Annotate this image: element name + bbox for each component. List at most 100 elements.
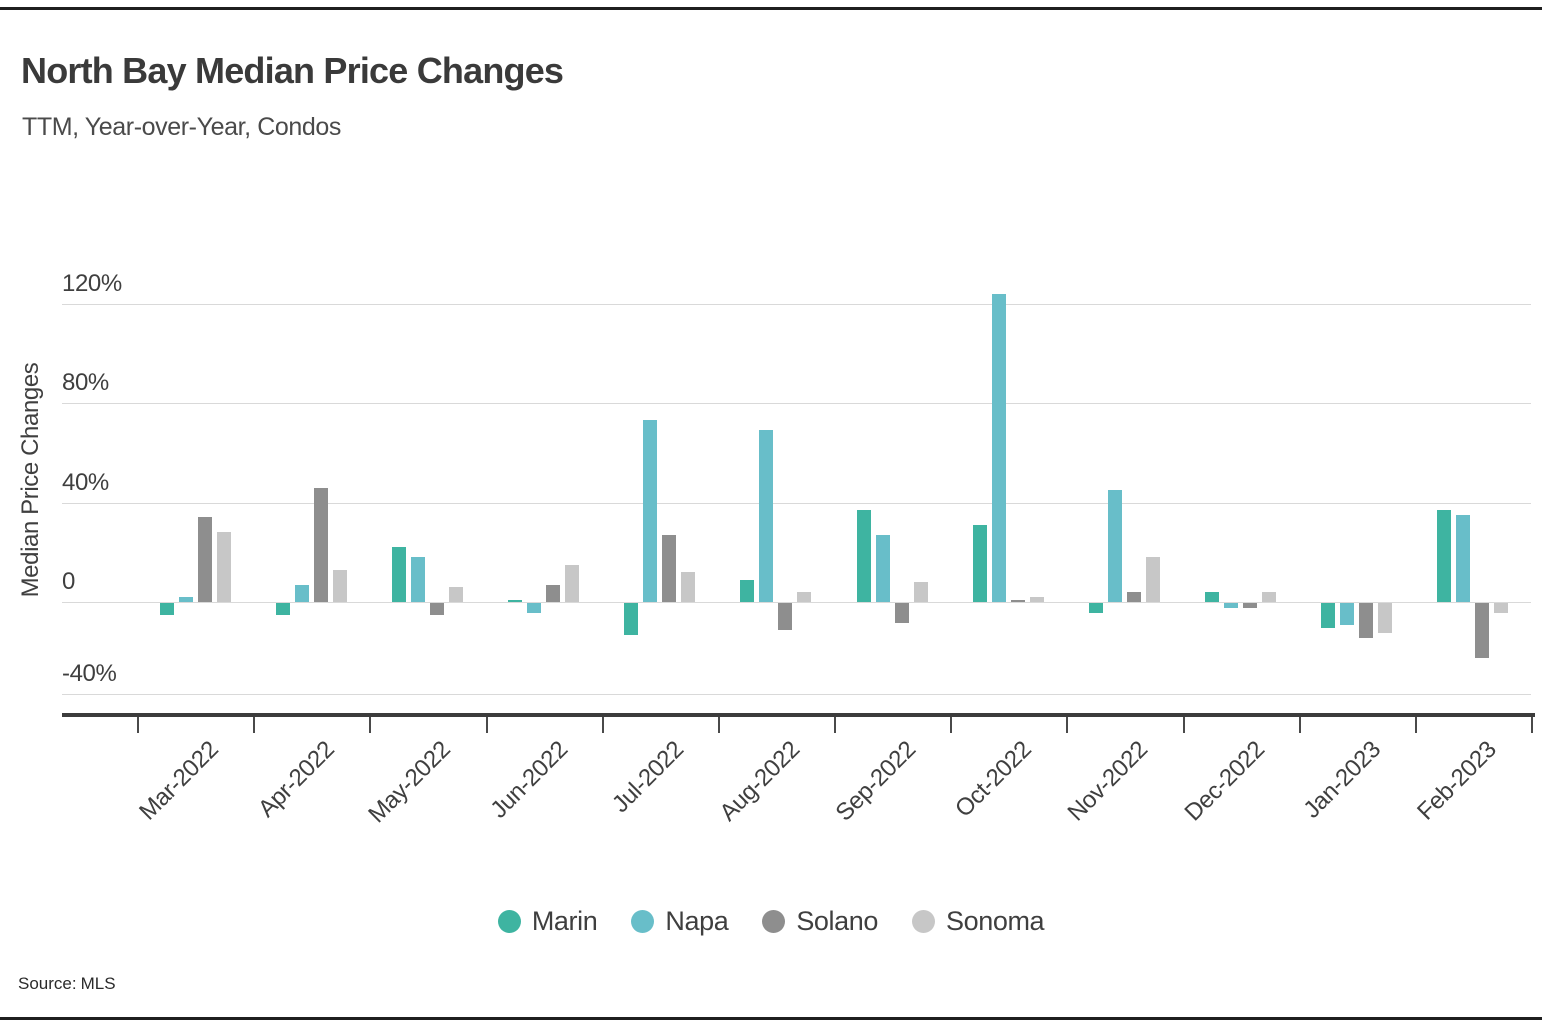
bar-solano-jul-2022[interactable] bbox=[662, 535, 676, 602]
x-axis-tick bbox=[137, 717, 139, 733]
bar-napa-dec-2022[interactable] bbox=[1224, 603, 1238, 608]
x-axis-line bbox=[62, 713, 1535, 717]
bar-sonoma-sep-2022[interactable] bbox=[914, 582, 928, 602]
bar-marin-mar-2022[interactable] bbox=[160, 603, 174, 615]
bar-napa-oct-2022[interactable] bbox=[992, 294, 1006, 602]
y-tick-label: 0 bbox=[62, 568, 75, 595]
bar-marin-oct-2022[interactable] bbox=[973, 525, 987, 602]
x-axis-label: Sep-2022 bbox=[830, 736, 922, 827]
legend-label: Napa bbox=[665, 906, 729, 936]
gridline-0 bbox=[62, 602, 1531, 603]
bar-solano-mar-2022[interactable] bbox=[198, 517, 212, 602]
legend-label: Marin bbox=[531, 906, 598, 936]
legend-label: Solano bbox=[796, 906, 878, 936]
x-axis-label: Jan-2023 bbox=[1298, 736, 1387, 824]
bar-solano-jan-2023[interactable] bbox=[1359, 603, 1373, 638]
legend-dot-marin bbox=[497, 910, 521, 933]
bar-sonoma-may-2022[interactable] bbox=[449, 587, 463, 602]
legend-item-marin[interactable]: Marin bbox=[497, 906, 598, 937]
bar-solano-nov-2022[interactable] bbox=[1127, 592, 1141, 602]
x-axis-tick bbox=[834, 717, 836, 733]
gridline-80 bbox=[62, 403, 1531, 404]
x-axis-label: Dec-2022 bbox=[1179, 736, 1271, 827]
x-axis-tick bbox=[1415, 717, 1417, 733]
bar-napa-jan-2023[interactable] bbox=[1340, 603, 1354, 625]
x-axis-label: Jun-2022 bbox=[485, 736, 574, 824]
x-axis-tick bbox=[1531, 717, 1533, 733]
bar-napa-apr-2022[interactable] bbox=[295, 585, 309, 602]
bar-solano-jun-2022[interactable] bbox=[546, 585, 560, 602]
bar-marin-may-2022[interactable] bbox=[392, 547, 406, 602]
bar-napa-may-2022[interactable] bbox=[411, 557, 425, 602]
legend-item-solano[interactable]: Solano bbox=[762, 906, 878, 937]
bar-sonoma-mar-2022[interactable] bbox=[217, 532, 231, 602]
legend-dot-napa bbox=[631, 910, 655, 933]
bar-sonoma-oct-2022[interactable] bbox=[1030, 597, 1044, 602]
x-axis-tick bbox=[718, 717, 720, 733]
bar-marin-feb-2023[interactable] bbox=[1437, 510, 1451, 602]
legend-item-napa[interactable]: Napa bbox=[631, 906, 729, 937]
legend: Marin Napa Solano Sonoma bbox=[0, 906, 1542, 937]
x-axis-label: Apr-2022 bbox=[253, 736, 341, 823]
source-note: Source: MLS bbox=[18, 974, 120, 994]
bar-sonoma-nov-2022[interactable] bbox=[1146, 557, 1160, 602]
bar-sonoma-feb-2023[interactable] bbox=[1494, 603, 1508, 613]
bar-napa-aug-2022[interactable] bbox=[759, 430, 773, 602]
bar-napa-mar-2022[interactable] bbox=[179, 597, 193, 602]
bar-sonoma-dec-2022[interactable] bbox=[1262, 592, 1276, 602]
bar-solano-aug-2022[interactable] bbox=[778, 603, 792, 630]
x-axis-tick bbox=[253, 717, 255, 733]
bar-marin-jan-2023[interactable] bbox=[1321, 603, 1335, 628]
bar-solano-dec-2022[interactable] bbox=[1243, 603, 1257, 608]
bar-sonoma-jun-2022[interactable] bbox=[565, 565, 579, 602]
bar-napa-jul-2022[interactable] bbox=[643, 420, 657, 602]
bar-sonoma-jul-2022[interactable] bbox=[681, 572, 695, 602]
x-axis-tick bbox=[1183, 717, 1185, 733]
x-axis-label: Jul-2022 bbox=[607, 736, 690, 818]
bar-marin-sep-2022[interactable] bbox=[857, 510, 871, 602]
bar-sonoma-apr-2022[interactable] bbox=[333, 570, 347, 602]
x-axis-label: Feb-2023 bbox=[1412, 736, 1503, 826]
chart-title: North Bay Median Price Changes bbox=[21, 50, 564, 91]
bar-marin-apr-2022[interactable] bbox=[276, 603, 290, 615]
legend-dot-sonoma bbox=[911, 910, 935, 933]
bar-solano-sep-2022[interactable] bbox=[895, 603, 909, 623]
x-axis-tick bbox=[369, 717, 371, 733]
bar-solano-oct-2022[interactable] bbox=[1011, 600, 1025, 602]
y-tick-label: 40% bbox=[62, 469, 109, 496]
bar-solano-feb-2023[interactable] bbox=[1475, 603, 1489, 658]
gridline--40 bbox=[62, 694, 1531, 695]
legend-item-sonoma[interactable]: Sonoma bbox=[911, 906, 1045, 937]
top-rule bbox=[0, 7, 1542, 10]
bar-sonoma-jan-2023[interactable] bbox=[1378, 603, 1392, 633]
source-label: Source: bbox=[18, 974, 77, 993]
bar-napa-jun-2022[interactable] bbox=[527, 603, 541, 613]
bar-marin-jul-2022[interactable] bbox=[624, 603, 638, 635]
bar-sonoma-aug-2022[interactable] bbox=[797, 592, 811, 602]
legend-label: Sonoma bbox=[945, 906, 1045, 936]
x-axis-label: Mar-2022 bbox=[134, 736, 225, 826]
bar-marin-jun-2022[interactable] bbox=[508, 600, 522, 602]
x-axis-label: May-2022 bbox=[363, 736, 457, 829]
bar-napa-feb-2023[interactable] bbox=[1456, 515, 1470, 602]
gridline-40 bbox=[62, 503, 1531, 504]
x-axis-label: Nov-2022 bbox=[1062, 736, 1154, 827]
x-axis-tick bbox=[950, 717, 952, 733]
y-tick-label: 120% bbox=[62, 270, 122, 297]
x-axis-label: Oct-2022 bbox=[950, 736, 1038, 823]
bar-napa-sep-2022[interactable] bbox=[876, 535, 890, 602]
bar-marin-dec-2022[interactable] bbox=[1205, 592, 1219, 602]
x-axis-tick bbox=[602, 717, 604, 733]
bar-napa-nov-2022[interactable] bbox=[1108, 490, 1122, 602]
y-tick-label: -40% bbox=[62, 660, 117, 687]
x-axis-tick bbox=[1066, 717, 1068, 733]
bar-solano-apr-2022[interactable] bbox=[314, 488, 328, 602]
bar-solano-may-2022[interactable] bbox=[430, 603, 444, 615]
bar-marin-aug-2022[interactable] bbox=[740, 580, 754, 602]
x-axis-label: Aug-2022 bbox=[714, 736, 806, 827]
bar-marin-nov-2022[interactable] bbox=[1089, 603, 1103, 613]
x-axis-tick bbox=[486, 717, 488, 733]
chart-subtitle: TTM, Year-over-Year, Condos bbox=[22, 113, 341, 141]
y-tick-label: 80% bbox=[62, 369, 109, 396]
